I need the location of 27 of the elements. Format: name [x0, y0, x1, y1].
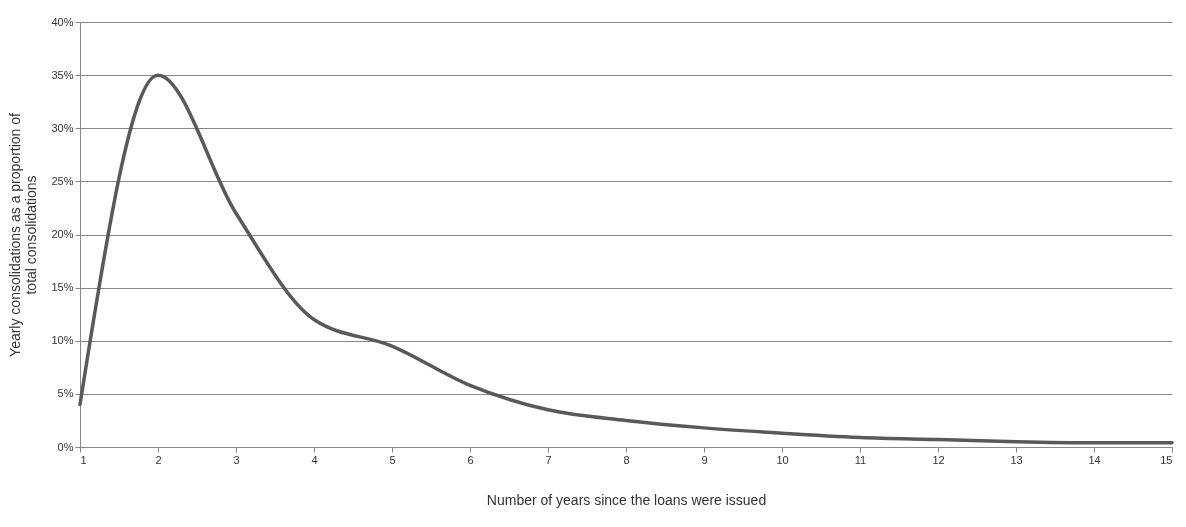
y-tick-label: 5%: [57, 387, 74, 400]
x-tick-label: 11: [854, 453, 867, 466]
y-tick-label: 10%: [51, 334, 74, 347]
y-tick-label: 40%: [51, 15, 74, 28]
y-tick-label: 35%: [51, 68, 74, 81]
x-tick-label: 7: [545, 453, 552, 466]
line-series: [78, 73, 1174, 445]
y-tick-label: 20%: [51, 228, 74, 240]
y-tick-label: 15%: [51, 281, 74, 294]
x-tick-label: 3: [233, 453, 240, 466]
y-tick-label: 25%: [51, 174, 74, 187]
x-tick-label: 5: [389, 453, 396, 466]
x-tick-label: 4: [311, 453, 318, 466]
x-tick-label: 1: [80, 453, 87, 466]
x-tick-label: 2: [155, 453, 162, 466]
x-tick-label: 12: [932, 453, 945, 466]
x-tick-label: 10: [776, 453, 789, 466]
x-tick-label: 14: [1088, 453, 1101, 466]
x-tick-label: 9: [701, 453, 708, 466]
y-tick-label: 0%: [57, 440, 74, 453]
x-tick-label: 8: [623, 453, 630, 466]
x-tick-label: 6: [467, 453, 474, 466]
y-axis-title: Yearly consolidations as a proportion of total consolidations: [7, 112, 40, 357]
y-tick-label: 30%: [51, 121, 74, 134]
x-tick-label: 13: [1010, 453, 1023, 466]
x-tick-label: 15: [1160, 453, 1173, 466]
x-axis-title: Number of years since the loans were issued: [486, 491, 767, 508]
